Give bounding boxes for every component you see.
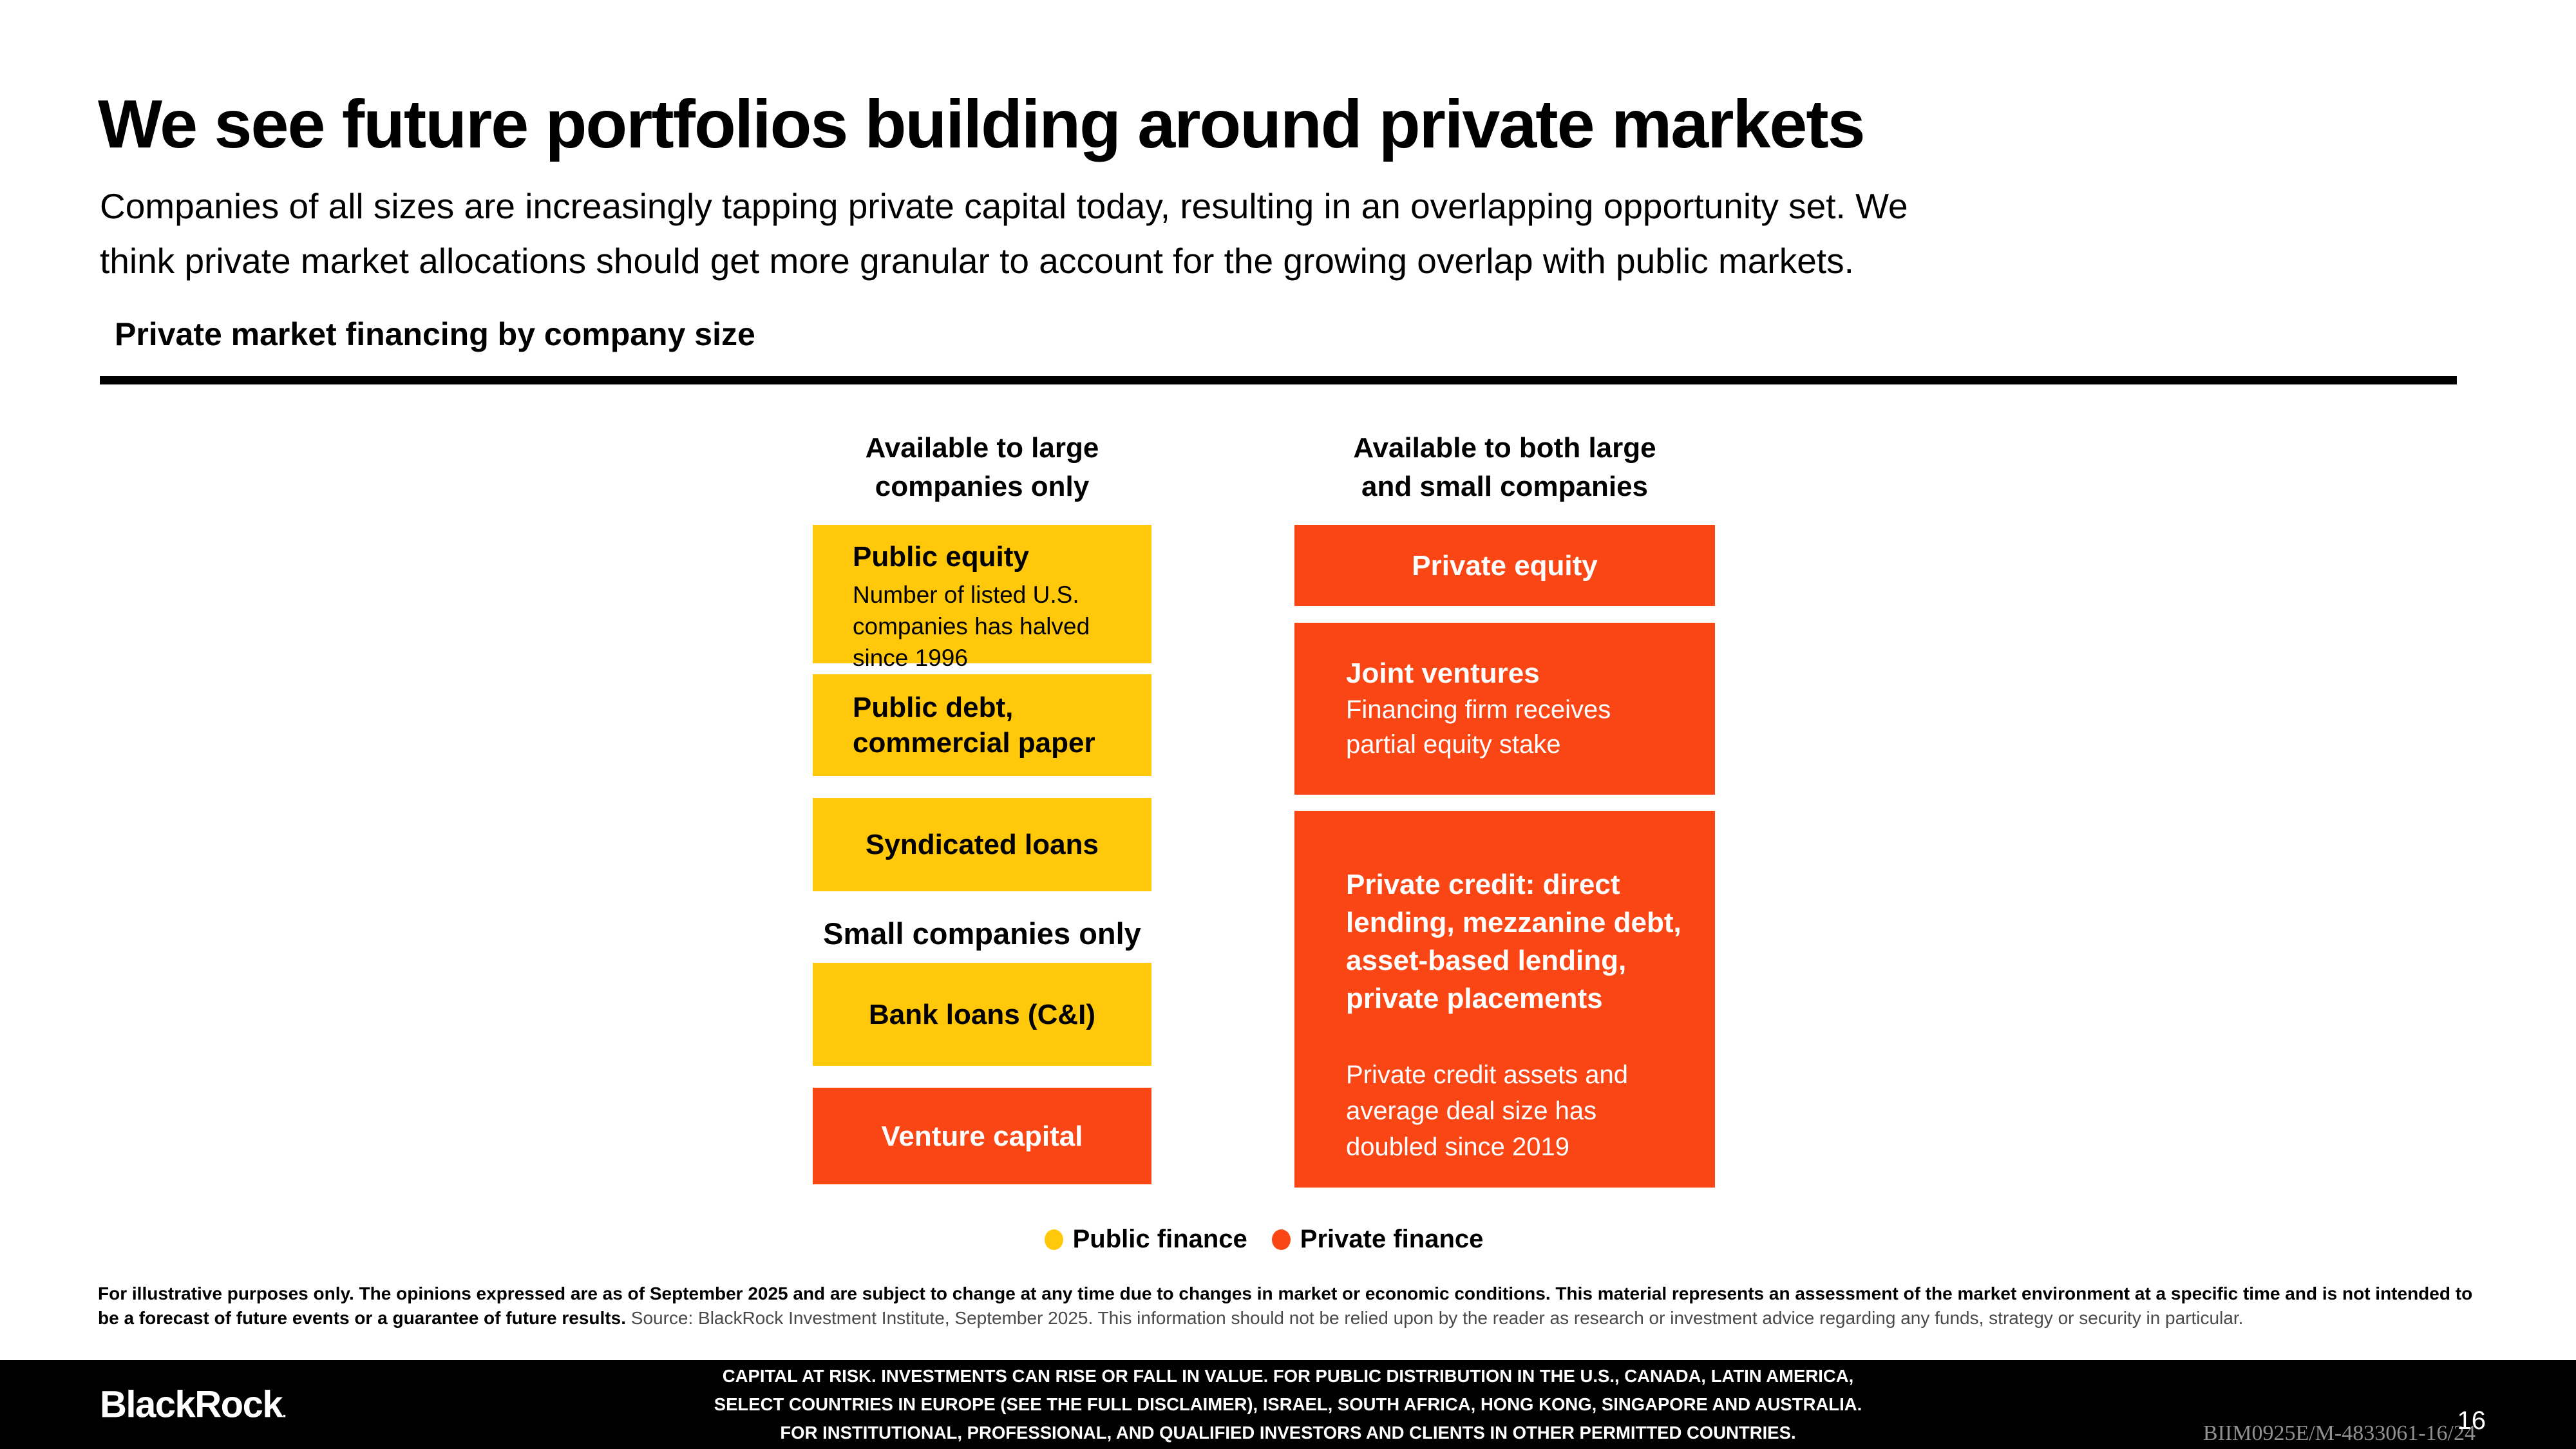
box-private-credit-body: Private credit assets and average deal s…: [1346, 1060, 1628, 1161]
box-public-equity-title: Public equity: [853, 541, 1029, 573]
legend-item-public: Public finance: [1044, 1225, 1247, 1254]
small-companies-heading: Small companies only: [823, 916, 1141, 951]
left-column-header: Available to large companies only: [865, 432, 1099, 502]
legend: Public finance Private finance: [813, 1225, 1715, 1254]
box-public-equity: Public equity Number of listed U.S. comp…: [813, 525, 1151, 671]
document-code: BIIM0925E/M-4833061-16/24: [2202, 1421, 2476, 1445]
box-bank-loans: Bank loans (C&I): [813, 963, 1151, 1066]
blackrock-logo-text: BlackRock: [100, 1383, 283, 1426]
blackrock-logo-period: .: [282, 1403, 287, 1421]
footnote: For illustrative purposes only. The opin…: [98, 1282, 2487, 1331]
box-public-equity-body: Number of listed U.S. companies has halv…: [853, 582, 1090, 671]
page-title: We see future portfolios building around…: [98, 86, 1866, 162]
box-syndicated-loans-title: Syndicated loans: [866, 829, 1099, 860]
legend-label-public: Public finance: [1072, 1225, 1247, 1253]
box-private-credit-title: Private credit: direct lending, mezzanin…: [1346, 869, 1681, 1014]
private-finance-dot-icon: [1271, 1229, 1291, 1250]
page-number: 16: [2457, 1406, 2486, 1435]
legend-label-private: Private finance: [1300, 1225, 1484, 1253]
section-divider: [100, 376, 2457, 384]
footer-bar: BlackRock. CAPITAL AT RISK. INVESTMENTS …: [0, 1360, 2576, 1449]
section-heading: Private market financing by company size: [115, 316, 755, 352]
box-joint-ventures: Joint ventures Financing firm receives p…: [1294, 623, 1715, 795]
legend-item-private: Private finance: [1271, 1225, 1484, 1254]
box-venture-capital-title: Venture capital: [881, 1120, 1083, 1152]
slide-subtitle: Companies of all sizes are increasingly …: [100, 186, 1908, 281]
box-joint-ventures-title: Joint ventures: [1346, 658, 1540, 689]
box-private-credit: Private credit: direct lending, mezzanin…: [1294, 811, 1715, 1188]
footnote-source-text: Source: BlackRock Investment Institute, …: [625, 1308, 2244, 1328]
box-venture-capital: Venture capital: [813, 1088, 1151, 1184]
footer-disclaimer: CAPITAL AT RISK. INVESTMENTS CAN RISE OR…: [714, 1366, 1862, 1443]
box-public-debt-title: Public debt, commercial paper: [853, 692, 1095, 759]
box-private-equity: Private equity: [1294, 525, 1715, 606]
blackrock-logo: BlackRock.: [100, 1383, 287, 1426]
box-public-debt: Public debt, commercial paper: [813, 674, 1151, 776]
box-private-equity-title: Private equity: [1412, 549, 1598, 582]
box-joint-ventures-body: Financing firm receives partial equity s…: [1346, 696, 1611, 759]
box-syndicated-loans: Syndicated loans: [813, 798, 1151, 891]
box-bank-loans-title: Bank loans (C&I): [868, 998, 1096, 1030]
footnote-bold-text: For illustrative purposes only. The opin…: [98, 1283, 2473, 1328]
public-finance-dot-icon: [1044, 1229, 1063, 1250]
right-column-header: Available to both large and small compan…: [1353, 432, 1656, 502]
